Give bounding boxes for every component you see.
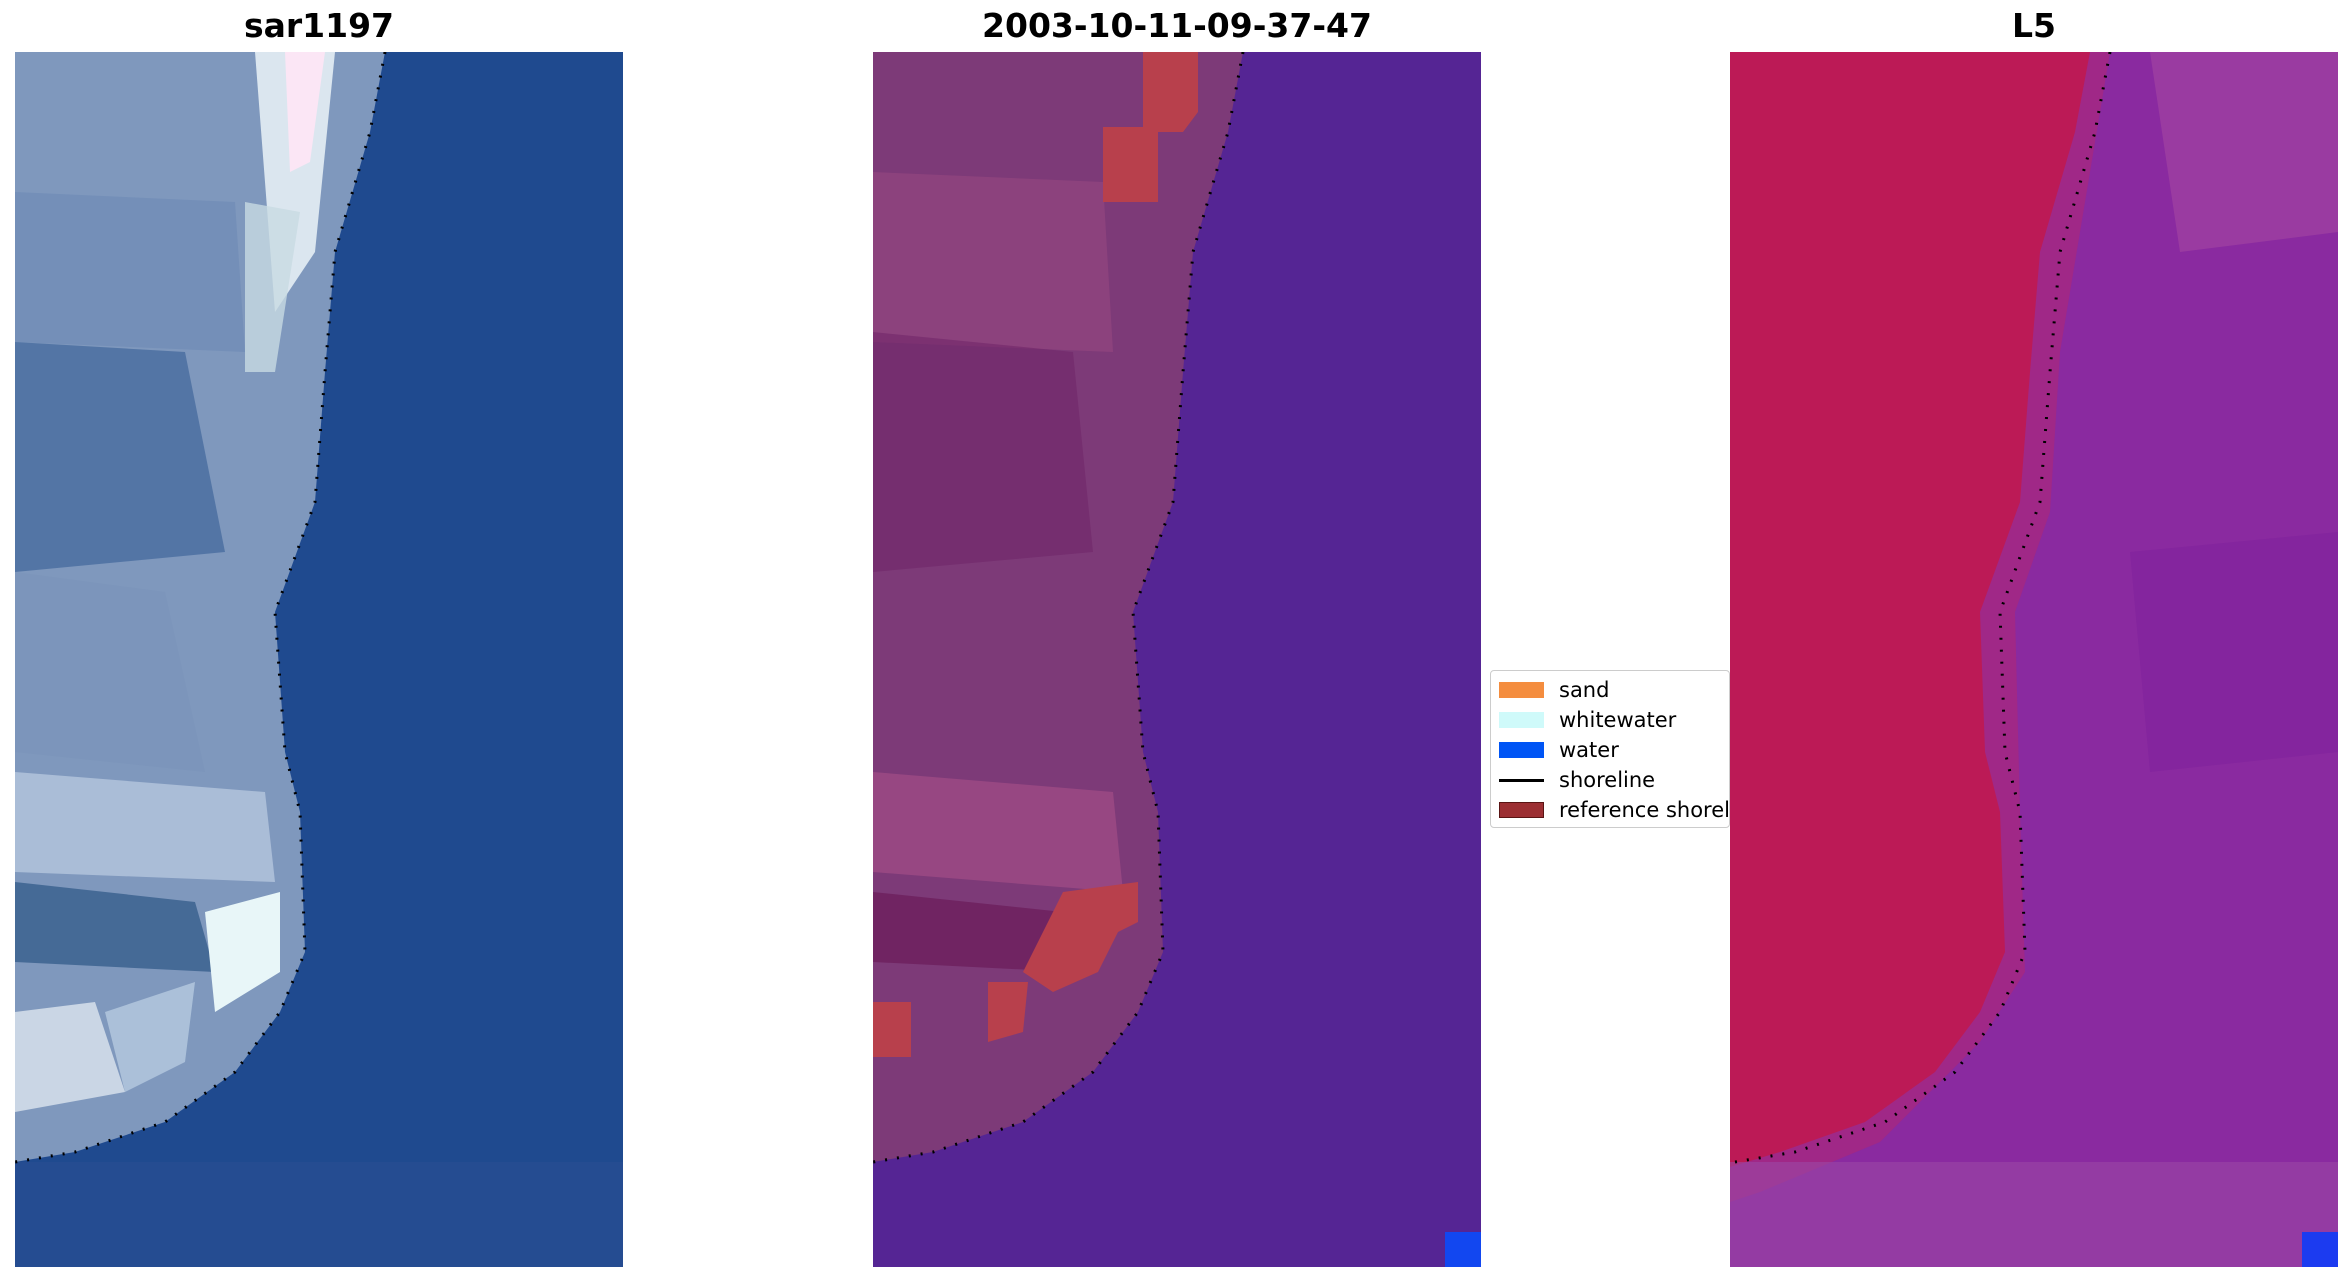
legend-label-whitewater: whitewater (1559, 708, 1677, 732)
legend-item-whitewater: whitewater (1499, 705, 1676, 735)
legend-line-shoreline (1499, 778, 1544, 782)
index-panel (1730, 52, 2338, 1267)
rgb-image-panel (15, 52, 623, 1267)
panel-title-index: L5 (2012, 6, 2056, 45)
legend: sand whitewater water shoreline referenc… (1490, 670, 1730, 828)
classification-panel (873, 52, 1481, 1267)
panel-title-classification: 2003-10-11-09-37-47 (982, 6, 1372, 45)
index-image (1730, 52, 2338, 1267)
legend-swatch-water (1499, 742, 1544, 758)
legend-swatch-whitewater (1499, 712, 1544, 728)
legend-item-reference-shoreline: reference shoreline (1499, 795, 1730, 825)
legend-swatch-reference-shoreline (1499, 802, 1544, 818)
legend-label-reference-shoreline: reference shoreline (1559, 798, 1730, 822)
panel-title-rgb: sar1197 (243, 6, 395, 45)
legend-label-shoreline: shoreline (1559, 768, 1656, 792)
legend-item-shoreline: shoreline (1499, 765, 1655, 795)
legend-label-sand: sand (1559, 678, 1610, 702)
legend-item-sand: sand (1499, 675, 1609, 705)
legend-swatch-sand (1499, 682, 1544, 698)
rgb-image (15, 52, 623, 1267)
legend-label-water: water (1559, 738, 1619, 762)
classification-image (873, 52, 1481, 1267)
legend-item-water: water (1499, 735, 1619, 765)
